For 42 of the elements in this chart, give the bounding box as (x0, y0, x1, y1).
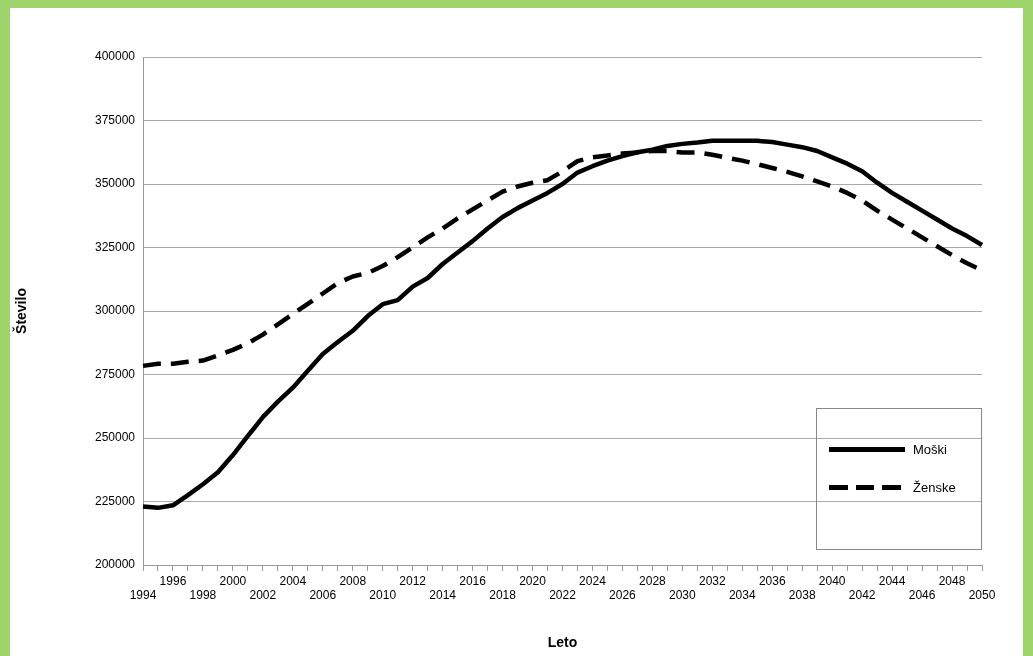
x-tick-label: 1998 (189, 587, 217, 602)
legend-label: Ženske (913, 479, 956, 495)
x-tick-label: 2050 (968, 587, 996, 602)
x-tick-label: 2012 (399, 573, 427, 588)
x-tick-label: 1996 (159, 573, 187, 588)
x-tick-label: 2042 (848, 587, 876, 602)
x-tick-label: 2002 (249, 587, 277, 602)
x-tick-label: 2032 (698, 573, 726, 588)
x-tick-label: 2046 (908, 587, 936, 602)
y-tick-label: 400000 (94, 49, 136, 64)
y-tick-label: 200000 (94, 557, 136, 572)
x-tick-label: 2022 (549, 587, 577, 602)
x-tick-label: 2036 (758, 573, 786, 588)
x-tick-label: 2000 (219, 573, 247, 588)
x-tick-label: 2024 (579, 573, 607, 588)
y-tick-label: 375000 (94, 112, 136, 127)
x-tick-label: 2020 (519, 573, 547, 588)
x-tick-label: 2030 (669, 587, 697, 602)
y-axis-title: Število (12, 288, 30, 334)
y-tick-label: 300000 (94, 303, 136, 318)
x-tick-label: 2006 (309, 587, 337, 602)
x-tick-label: 2026 (609, 587, 637, 602)
x-tick-label: 2014 (429, 587, 457, 602)
y-tick-label: 225000 (94, 493, 136, 508)
x-tick-label: 2010 (369, 587, 397, 602)
x-tick-label: 1994 (129, 587, 157, 602)
x-tick-label: 2008 (339, 573, 367, 588)
x-tick-label: 2016 (459, 573, 487, 588)
x-tick-label: 2034 (728, 587, 756, 602)
y-tick-label: 275000 (94, 366, 136, 381)
legend-label: Moški (913, 441, 947, 457)
y-tick-label: 250000 (94, 430, 136, 445)
x-tick-label: 2004 (279, 573, 307, 588)
x-axis-title: Leto (547, 634, 578, 651)
x-tick-label: 2028 (639, 573, 667, 588)
x-tick-label: 2038 (788, 587, 816, 602)
x-tick-label: 2048 (938, 573, 966, 588)
x-tick-label: 2044 (878, 573, 906, 588)
x-tick-label: 2018 (489, 587, 517, 602)
x-tick-label: 2040 (818, 573, 846, 588)
y-tick-label: 325000 (94, 239, 136, 254)
y-tick-label: 350000 (94, 176, 136, 191)
